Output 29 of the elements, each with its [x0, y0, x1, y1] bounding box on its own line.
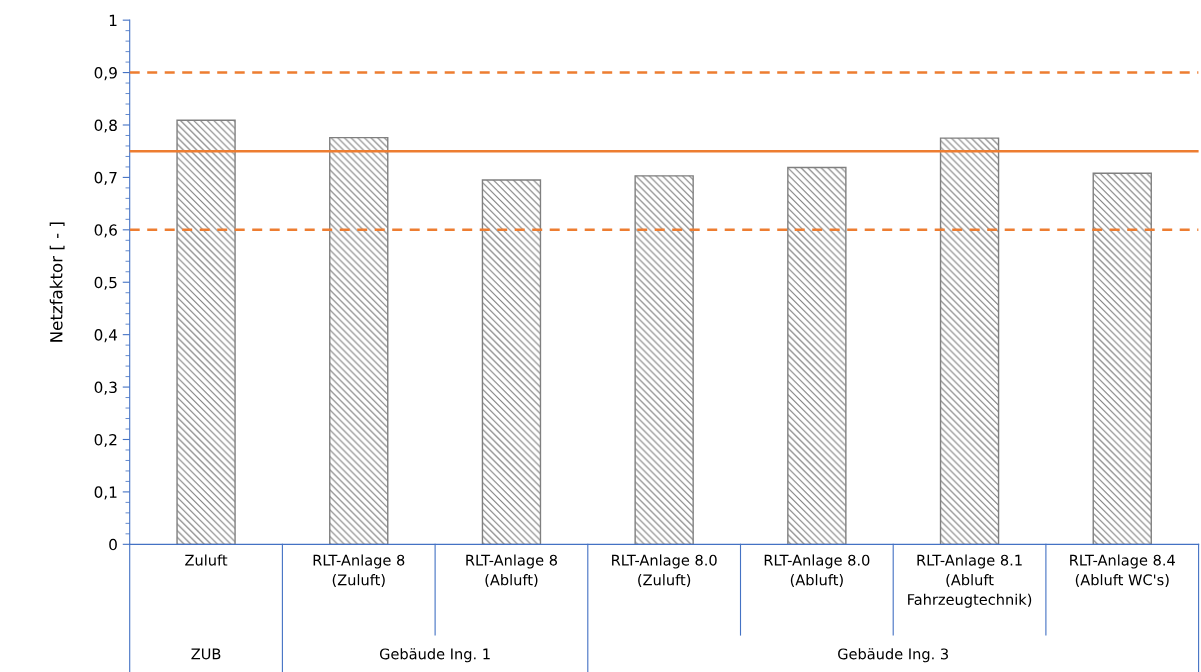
y-tick-label: 0,8 [94, 119, 117, 133]
x-tick-label: RLT-Anlage 8.0 (Zuluft) [612, 554, 717, 588]
y-tick-label: 0,3 [94, 381, 117, 395]
x-tick-label: RLT-Anlage 8 (Abluft) [466, 554, 558, 588]
text: Gebäude Ing. 1 [379, 648, 490, 663]
bar [176, 119, 236, 545]
y-tick-label: 0,2 [94, 433, 117, 448]
y-tick-label: 0 [109, 538, 117, 551]
x-tick-label: RLT-Anlage 8.0 (Abluft) [764, 554, 870, 588]
x-tick-label: RLT-Anlage 8.1 (Abluft Fahrzeugtechnik) [908, 554, 1032, 608]
bar [634, 175, 694, 545]
x-tick-label: Zuluft [185, 554, 228, 566]
y-axis-title: Netzfaktor [ - ] [49, 222, 65, 342]
text: ZUB [191, 648, 221, 660]
bar [787, 166, 847, 545]
text: Gebäude Ing. 3 [838, 648, 948, 663]
bar [329, 136, 389, 545]
bar [939, 137, 1000, 545]
y-tick-label: 0,5 [94, 276, 117, 290]
x-tick-label: RLT-Anlage 8 (Zuluft) [313, 554, 405, 588]
y-tick-label: 0,1 [94, 486, 117, 500]
x-tick-label: RLT-Anlage 8.4 (Abluft WC's) [1070, 554, 1175, 588]
y-tick-label: 0,7 [94, 171, 117, 185]
y-tick-label: 0,4 [94, 329, 118, 343]
y-tick-label: 1 [109, 14, 117, 26]
y-tick-label: 0,9 [94, 67, 117, 81]
y-tick-label: 0,6 [94, 224, 117, 238]
bar [1092, 172, 1152, 545]
bar [481, 179, 542, 545]
